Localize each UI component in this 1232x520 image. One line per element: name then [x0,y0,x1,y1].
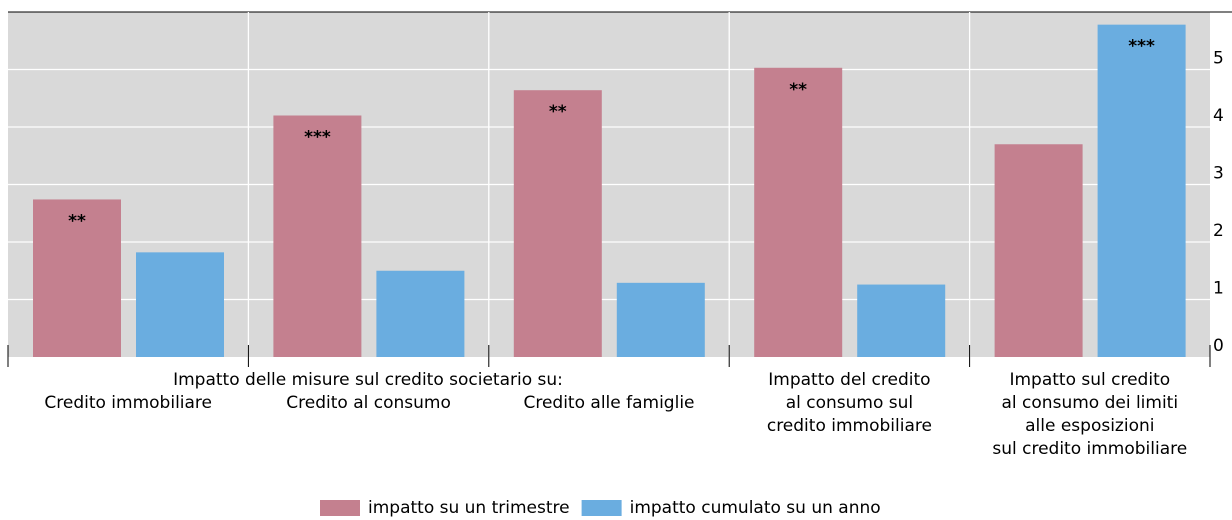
x-tick-label: Credito al consumo [286,393,451,413]
bar [376,270,465,357]
y-tick-label: 0 [1213,336,1224,356]
x-tick-label: al consumo dei limiti [1002,393,1179,413]
x-tick-label: Credito alle famiglie [523,393,694,413]
x-tick-label: Credito immobiliare [44,393,212,413]
group-header: Impatto delle misure sul credito societa… [173,370,563,390]
significance-label: ** [549,102,567,122]
legend-label: impatto cumulato su un anno [630,498,881,518]
bar [136,252,224,357]
y-tick-label: 5 [1213,49,1224,69]
bar [273,115,362,357]
y-tick-label: 2 [1213,221,1224,241]
y-tick-label: 3 [1213,164,1224,184]
legend-swatch [581,500,622,516]
bar [616,282,705,357]
significance-label: *** [1128,37,1155,57]
y-tick-label: 4 [1213,106,1224,126]
significance-label: *** [304,128,331,148]
bar [994,144,1083,357]
bar [1097,24,1186,358]
bar [513,90,602,357]
x-tick-label: sul credito immobiliare [992,439,1187,459]
legend-label: impatto su un trimestre [368,498,570,518]
x-tick-label: Impatto del credito [768,370,930,390]
legend-swatch [320,500,360,516]
bar [857,284,946,357]
bar [33,199,121,357]
y-tick-label: 1 [1213,279,1224,299]
x-tick-label: alle esposizioni [1025,416,1154,436]
x-tick-label: Impatto sul credito [1009,370,1170,390]
bar [754,67,843,358]
x-tick-label: al consumo sul [786,393,913,413]
x-tick-label: credito immobiliare [767,416,932,436]
significance-label: ** [68,211,86,231]
significance-label: ** [789,80,807,100]
